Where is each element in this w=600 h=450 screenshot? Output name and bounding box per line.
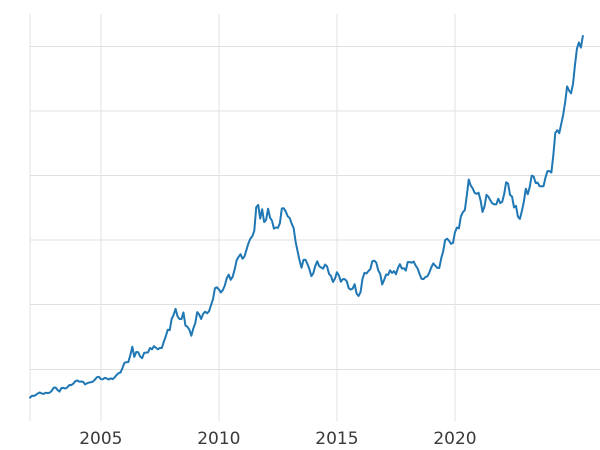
x-axis-tick-labels: 2005 2010 2015 2020 <box>79 429 476 449</box>
gridlines <box>29 14 600 421</box>
x-tick-label: 2020 <box>433 429 476 449</box>
price-series-line <box>29 34 584 399</box>
data-line-group <box>29 34 584 399</box>
x-tick-label: 2015 <box>315 429 358 449</box>
x-tick-label: 2005 <box>79 429 122 449</box>
x-tick-label: 2010 <box>197 429 240 449</box>
